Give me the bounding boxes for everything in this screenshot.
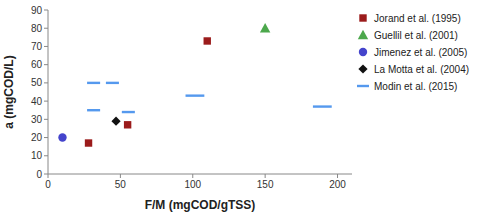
y-axis-label: a (mgCOD/L) bbox=[2, 55, 16, 128]
y-tick bbox=[44, 28, 48, 29]
segment bbox=[87, 82, 100, 84]
x-tick-label: 200 bbox=[329, 179, 346, 190]
y-tick-label: 20 bbox=[31, 132, 43, 143]
y-tick-label: 80 bbox=[31, 23, 43, 34]
y-tick bbox=[44, 10, 48, 11]
segment bbox=[106, 82, 119, 84]
x-tick-label: 50 bbox=[115, 179, 127, 190]
y-tick bbox=[44, 119, 48, 120]
y-tick-label: 70 bbox=[31, 41, 43, 52]
point bbox=[204, 37, 211, 44]
segment bbox=[313, 105, 332, 107]
legend-swatch bbox=[357, 85, 369, 87]
x-tick bbox=[192, 174, 193, 178]
x-tick bbox=[337, 174, 338, 178]
y-tick bbox=[44, 155, 48, 156]
legend-swatch bbox=[359, 48, 367, 56]
point bbox=[124, 121, 131, 128]
y-axis-line bbox=[48, 10, 49, 174]
legend: Jorand et al. (1995) Guellil et al. (2001… bbox=[357, 13, 469, 92]
x-tick-label: 100 bbox=[184, 179, 201, 190]
point bbox=[85, 139, 92, 146]
legend-label: Guellil et al. (2001) bbox=[374, 30, 458, 41]
point bbox=[111, 117, 120, 126]
x-tick-label: 0 bbox=[45, 179, 51, 190]
legend-swatch bbox=[358, 64, 367, 73]
point bbox=[58, 133, 66, 141]
legend-label: La Motta et al. (2004) bbox=[374, 64, 469, 75]
x-axis-label: F/M (mgCOD/gTSS) bbox=[145, 198, 256, 212]
segment bbox=[186, 94, 205, 96]
legend-label: Modin et al. (2015) bbox=[374, 81, 457, 92]
x-tick-label: 150 bbox=[257, 179, 274, 190]
x-axis-line bbox=[48, 174, 352, 175]
plot-area bbox=[58, 23, 331, 147]
x-tick bbox=[48, 174, 49, 178]
y-tick bbox=[44, 101, 48, 102]
points bbox=[58, 23, 270, 147]
y-tick-label: 10 bbox=[31, 150, 43, 161]
y-tick-label: 40 bbox=[31, 96, 43, 107]
y-tick-label: 90 bbox=[31, 5, 43, 16]
y-tick bbox=[44, 64, 48, 65]
legend-label: Jimenez et al. (2005) bbox=[374, 47, 467, 58]
y-tick bbox=[44, 46, 48, 47]
y-tick-label: 60 bbox=[31, 59, 43, 70]
segment bbox=[87, 109, 100, 111]
y-tick bbox=[44, 137, 48, 138]
y-tick bbox=[44, 82, 48, 83]
legend-swatch bbox=[359, 14, 366, 21]
segment bbox=[122, 111, 135, 113]
y-tick-label: 50 bbox=[31, 77, 43, 88]
x-tick bbox=[120, 174, 121, 178]
point bbox=[260, 23, 270, 32]
chart: 0 50 100 150 200 0 10 20 30 40 50 60 70 80 90 F/M (mgCO… bbox=[0, 0, 500, 217]
segments bbox=[87, 83, 332, 112]
y-tick-label: 30 bbox=[31, 114, 43, 125]
x-tick bbox=[265, 174, 266, 178]
y-tick bbox=[44, 174, 48, 175]
y-tick-label: 0 bbox=[36, 169, 42, 180]
legend-label: Jorand et al. (1995) bbox=[374, 13, 461, 24]
legend-swatch bbox=[358, 30, 368, 39]
